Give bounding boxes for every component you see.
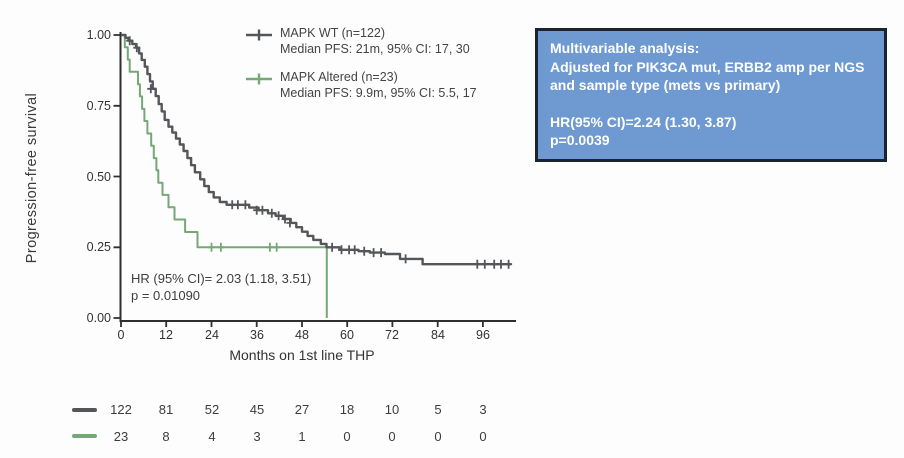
x-tick-label: 24 [205,328,219,342]
risk-count: 4 [208,429,216,444]
km-censored-line-icon [246,29,272,41]
risk-count: 3 [479,402,487,417]
x-axis-title: Months on 1st line THP [229,347,375,363]
legend-entry-mapk-altered: MAPK Altered (n=23) Median PFS: 9.9m, 95… [244,70,524,101]
risk-count: 23 [113,429,129,444]
km-censored-line-icon [246,73,272,85]
risk-count: 81 [158,402,174,417]
km-curve-mapk-altered [121,34,328,318]
legend-series-median: Median PFS: 9.9m, 95% CI: 5.5, 17 [280,85,477,100]
risk-row-marker-mapk-altered [72,434,97,438]
x-tick-label: 84 [431,328,445,342]
risk-count: 3 [253,429,261,444]
km-curve-mapk-wt [121,33,512,266]
info-box-line: Adjusted for PIK3CA mut, ERBB2 amp per N… [550,58,865,75]
hr-annotation-line2: p = 0.01090 [131,288,201,303]
info-box-pvalue: p=0.0039 [550,132,610,148]
x-tick-label: 72 [385,328,399,342]
y-axis-ticks [113,34,121,319]
risk-count: 10 [384,402,400,417]
risk-count: 1 [298,429,306,444]
hr-annotation: HR (95% CI)= 2.03 (1.18, 3.51) p = 0.010… [131,270,311,304]
info-box-hr: HR(95% CI)=2.24 (1.30, 3.87) [550,113,737,130]
censor-marks-mapk-altered [208,242,281,252]
x-tick-label: 12 [159,328,173,342]
x-tick-label: 96 [476,328,490,342]
risk-count: 27 [294,402,310,417]
risk-count: 0 [434,429,442,444]
risk-count: 18 [339,402,355,417]
y-tick-label: 0.50 [86,170,111,184]
x-tick-label: 60 [340,328,354,342]
x-tick-label: 48 [295,328,309,342]
risk-count: 52 [204,402,220,417]
legend-series-name: MAPK WT (n=122) [280,26,386,40]
y-tick-label: 1.00 [86,28,111,42]
x-tick-label: 36 [250,328,264,342]
info-box-title: Multivariable analysis: [550,40,700,56]
risk-count: 5 [434,402,442,417]
y-tick-label: 0.00 [86,311,111,325]
risk-count: 0 [388,429,396,444]
legend-series-median: Median PFS: 21m, 95% CI: 17, 30 [280,41,470,56]
risk-count: 45 [249,402,265,417]
legend-series-name: MAPK Altered (n=23) [280,70,398,84]
info-box-line: and sample type (mets vs primary) [550,77,781,93]
x-tick-label: 0 [117,328,125,342]
risk-count: 0 [479,429,487,444]
risk-count: 8 [162,429,170,444]
info-box-spacer [550,95,872,113]
risk-row-marker-mapk-wt [72,408,97,412]
risk-count: 122 [110,402,132,417]
legend-entry-mapk-wt: MAPK WT (n=122) Median PFS: 21m, 95% CI:… [244,26,524,57]
censor-marks-mapk-wt [126,36,513,269]
x-axis-ticks [120,321,484,327]
multivariable-analysis-box: Multivariable analysis: Adjusted for PIK… [535,28,887,162]
y-axis-title: Progression-free survival [24,92,40,264]
y-tick-label: 0.25 [86,240,111,254]
y-tick-label: 0.75 [86,99,111,113]
hr-annotation-line1: HR (95% CI)= 2.03 (1.18, 3.51) [131,271,312,286]
legend: MAPK WT (n=122) Median PFS: 21m, 95% CI:… [244,26,524,114]
risk-count: 0 [343,429,351,444]
